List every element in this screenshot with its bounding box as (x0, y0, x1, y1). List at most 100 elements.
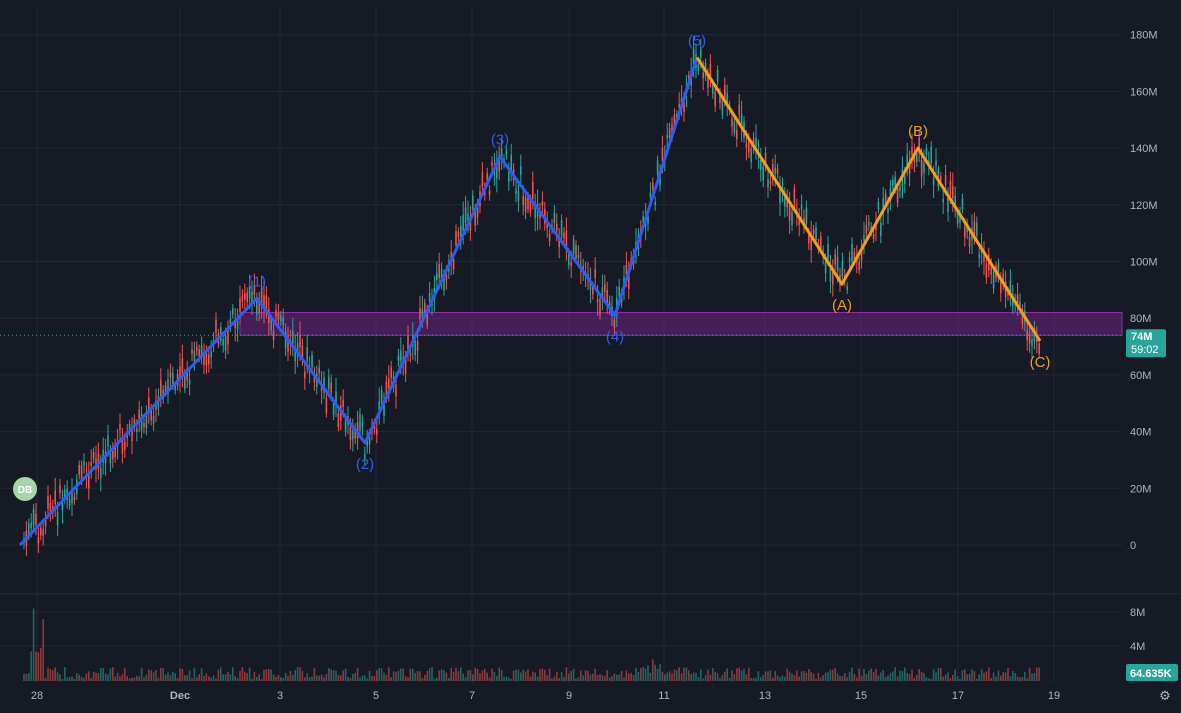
volume-bar (347, 676, 349, 681)
candle (272, 330, 275, 341)
candle (719, 93, 721, 104)
volume-bar (947, 672, 949, 681)
volume-bar (671, 673, 673, 681)
volume-bar (892, 671, 894, 681)
candle (880, 223, 882, 236)
candle (160, 379, 162, 396)
candle (700, 49, 702, 58)
volume-bar (486, 672, 488, 681)
volume-bar (817, 673, 820, 681)
candle (589, 281, 592, 290)
candle (198, 349, 200, 358)
candle (553, 212, 556, 223)
volume-bar (258, 674, 260, 681)
candle (1000, 280, 1002, 294)
gear-icon[interactable]: ⚙ (1159, 688, 1171, 703)
volume-bar (332, 670, 335, 681)
volume-bar (32, 608, 35, 681)
volume-bar (539, 669, 541, 681)
candle (222, 339, 224, 346)
volume-bar (772, 677, 774, 681)
volume-bar (174, 673, 176, 681)
volume-bar (385, 674, 388, 681)
candle (625, 264, 628, 274)
volume-tick-label: 4M (1130, 641, 1145, 653)
candle (1007, 291, 1009, 296)
volume-bar (412, 668, 414, 681)
volume-bar (596, 675, 599, 681)
volume-bar (280, 677, 282, 681)
volume-bar (512, 670, 515, 681)
volume-bar (678, 667, 680, 681)
candle (810, 233, 812, 251)
db-badge[interactable] (13, 477, 37, 501)
volume-bar (313, 668, 316, 681)
volume-bar (1002, 672, 1004, 681)
volume-bar (474, 667, 476, 681)
volume-bar (966, 674, 968, 681)
volume-bar (1000, 675, 1002, 681)
candle (762, 166, 764, 181)
x-tick-label: 7 (469, 690, 475, 702)
volume-bar (272, 674, 275, 681)
volume-bar (764, 671, 767, 681)
candle (868, 221, 870, 225)
volume-bar (277, 674, 280, 681)
candle (628, 272, 630, 289)
volume-bar (676, 670, 678, 681)
volume-bar (318, 675, 320, 681)
volume-bar (988, 667, 990, 681)
candle (299, 335, 301, 348)
x-tick-label: 3 (277, 690, 283, 702)
candle (260, 289, 263, 305)
volume-bar (224, 674, 227, 681)
candle (558, 239, 560, 248)
candle (592, 286, 594, 295)
wave-line-correction[interactable] (695, 56, 1042, 342)
volume-bar (100, 668, 102, 681)
wave-line-impulse[interactable] (18, 56, 699, 547)
volume-bar (210, 677, 212, 681)
candle (349, 427, 352, 441)
volume-bar (438, 670, 440, 681)
candle (59, 485, 61, 494)
volume-bar (361, 675, 364, 681)
volume-bar (800, 671, 803, 681)
candle (865, 225, 868, 234)
candle (282, 317, 284, 326)
candle (556, 223, 558, 231)
candle (908, 162, 911, 174)
volume-bar (985, 671, 988, 681)
candle (539, 214, 541, 219)
candle (404, 359, 407, 374)
volume-bar (143, 677, 145, 681)
candle (73, 496, 76, 501)
candle (721, 98, 724, 115)
volume-bar (431, 667, 433, 681)
volume-bar (253, 672, 256, 681)
candle (668, 127, 671, 138)
volume-bar (781, 675, 784, 681)
volume-bar (124, 668, 126, 681)
candle (342, 399, 344, 408)
candle (990, 267, 992, 275)
candle (438, 264, 440, 278)
volume-bar (788, 671, 791, 681)
volume-bar (635, 667, 637, 681)
candle (436, 273, 438, 280)
candle (368, 438, 371, 445)
volume-bar (25, 674, 28, 681)
candle (409, 352, 412, 356)
volume-bar (688, 670, 690, 681)
price-label-value: 74M (1131, 331, 1152, 343)
volume-bar (553, 676, 556, 681)
candle (253, 284, 256, 295)
volume-bar (184, 675, 186, 681)
candle (707, 76, 709, 89)
candle (275, 309, 277, 317)
volume-bar (472, 674, 474, 681)
y-tick-label: 0 (1130, 540, 1136, 552)
volume-bar (793, 675, 796, 681)
